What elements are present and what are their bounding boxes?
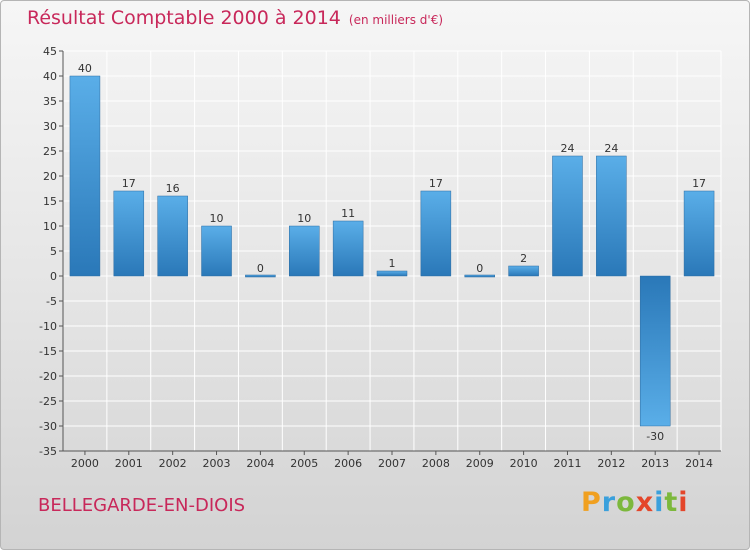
bar: [376, 270, 408, 277]
data-label: 0: [257, 262, 264, 275]
bar: [69, 75, 101, 277]
y-tick-label: -25: [39, 395, 57, 408]
bar: [420, 190, 452, 277]
data-label: 10: [297, 212, 311, 225]
x-tick-label: 2006: [334, 457, 362, 470]
chart-title-block: Résultat Comptable 2000 à 2014 (en millie…: [27, 7, 443, 29]
commune-name: BELLEGARDE-EN-DIOIS: [38, 495, 246, 516]
data-label: 17: [122, 177, 136, 190]
chart-title: Résultat Comptable 2000 à 2014: [27, 7, 341, 29]
x-tick-label: 2014: [685, 457, 713, 470]
data-label: 1: [389, 257, 396, 270]
y-tick-label: 20: [43, 170, 57, 183]
y-tick-label: 0: [50, 270, 57, 283]
x-tick-label: 2008: [422, 457, 450, 470]
bar: [157, 195, 188, 277]
y-tick-label: 25: [43, 145, 57, 158]
data-label: 24: [604, 142, 618, 155]
bar: [596, 155, 627, 277]
x-tick-label: 2004: [246, 457, 274, 470]
y-tick-label: 30: [43, 120, 57, 133]
x-tick-label: 2010: [510, 457, 538, 470]
bar: [508, 265, 539, 277]
bar: [289, 225, 320, 277]
x-tick-label: 2012: [597, 457, 625, 470]
y-tick-label: 10: [43, 220, 57, 233]
bar: [245, 274, 276, 278]
data-label: 11: [341, 207, 355, 220]
y-tick-label: 40: [43, 70, 57, 83]
data-label: 24: [560, 142, 574, 155]
bar: [464, 274, 495, 278]
logo-letter: P: [581, 487, 602, 518]
x-tick-label: 2009: [466, 457, 494, 470]
bar: [639, 275, 671, 427]
data-label: 40: [78, 62, 92, 75]
y-tick-label: -10: [39, 320, 57, 333]
logo-letter: x: [635, 487, 655, 518]
y-tick-label: 35: [43, 95, 57, 108]
bar: [332, 220, 364, 277]
data-label: 0: [476, 262, 483, 275]
data-label: 10: [210, 212, 224, 225]
logo-letter: i: [678, 487, 689, 518]
proxiti-logo: Proxiti: [581, 487, 689, 518]
x-tick-label: 2001: [115, 457, 143, 470]
data-label: 16: [166, 182, 180, 195]
y-tick-label: -20: [39, 370, 57, 383]
y-tick-label: 15: [43, 195, 57, 208]
logo-letter: t: [664, 487, 679, 518]
y-tick-label: -30: [39, 420, 57, 433]
bar: [113, 190, 145, 277]
x-tick-label: 2013: [641, 457, 669, 470]
bar: [552, 155, 583, 277]
logo-letter: i: [654, 487, 665, 518]
x-tick-label: 2011: [553, 457, 581, 470]
data-label: 2: [520, 252, 527, 265]
chart-unit: (en milliers d'€): [348, 13, 444, 27]
bar: [683, 190, 715, 277]
logo-letter: o: [616, 487, 636, 518]
bar: [201, 225, 232, 277]
y-tick-label: -5: [46, 295, 57, 308]
logo-letter: r: [601, 487, 617, 518]
data-label: 17: [429, 177, 443, 190]
x-tick-label: 2007: [378, 457, 406, 470]
y-tick-label: -15: [39, 345, 57, 358]
bars: [69, 75, 715, 427]
x-tick-label: 2003: [203, 457, 231, 470]
data-label: 17: [692, 177, 706, 190]
x-tick-label: 2000: [71, 457, 99, 470]
axes: -35-30-25-20-15-10-505101520253035404520…: [39, 45, 721, 470]
x-tick-label: 2002: [159, 457, 187, 470]
x-tick-label: 2005: [290, 457, 318, 470]
y-tick-label: 45: [43, 45, 57, 58]
y-tick-label: -35: [39, 445, 57, 458]
data-label: -30: [646, 430, 664, 443]
y-tick-label: 5: [50, 245, 57, 258]
